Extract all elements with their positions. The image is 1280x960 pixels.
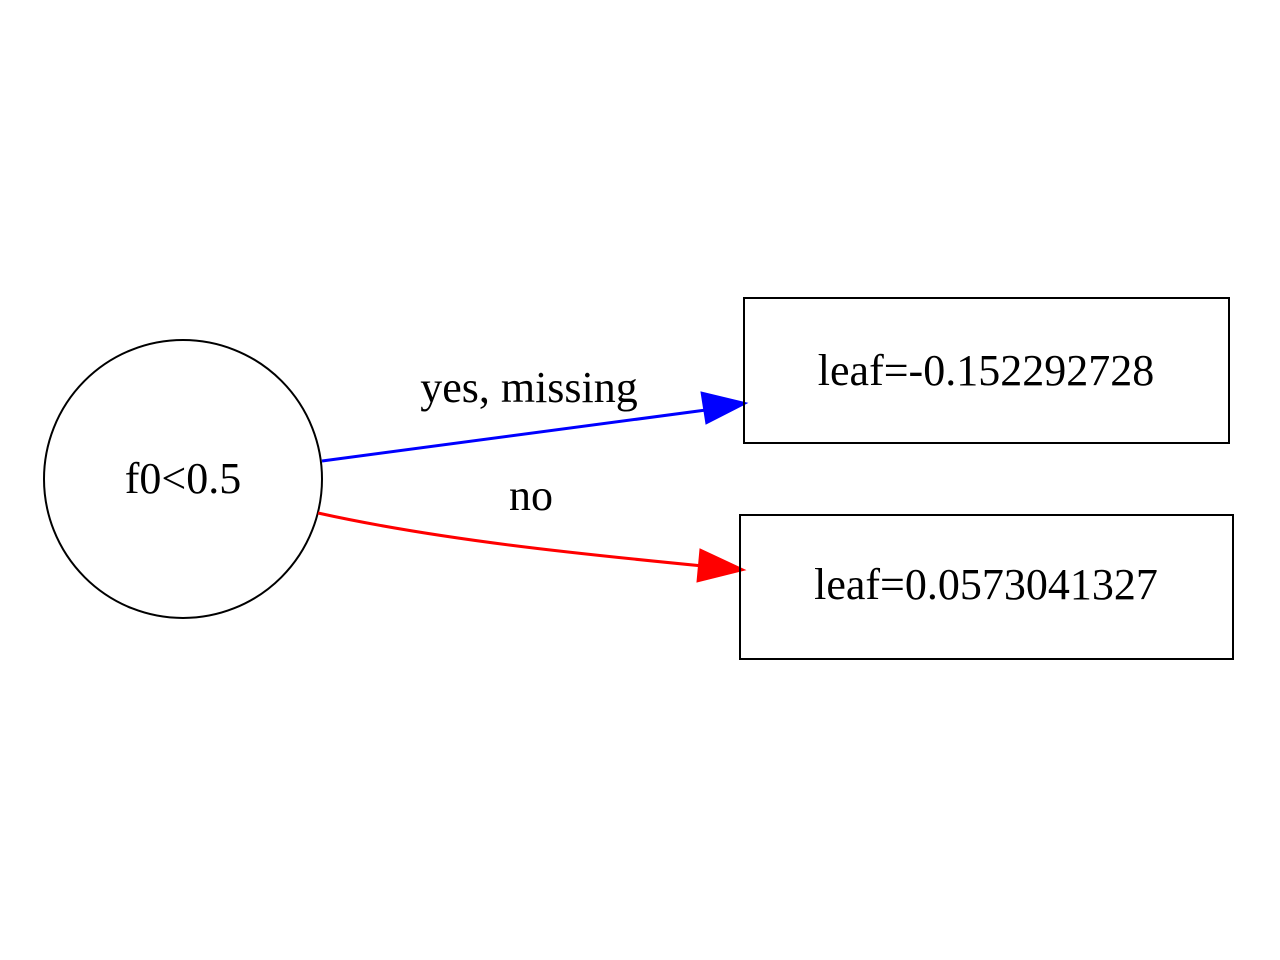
split-node-circle: [43, 339, 323, 619]
leaf-node-1: leaf=-0.152292728: [743, 297, 1230, 444]
edge-no-line: [317, 511, 704, 568]
edge-no-arrowhead: [696, 548, 747, 583]
leaf-node-1-box: [743, 297, 1230, 444]
leaf-node-2-box: [739, 514, 1234, 660]
split-node-label: f0<0.5: [125, 454, 241, 503]
leaf-node-2: leaf=0.0573041327: [739, 514, 1234, 660]
edge-yes-missing: yes, missing: [321, 363, 749, 463]
edge-yes-line: [321, 408, 707, 463]
leaf-node-1-label: leaf=-0.152292728: [818, 346, 1154, 395]
edge-no: no: [317, 471, 747, 583]
edge-no-label: no: [509, 471, 553, 520]
split-node: f0<0.5: [43, 339, 323, 619]
edge-yes-label: yes, missing: [420, 363, 638, 412]
leaf-node-2-label: leaf=0.0573041327: [814, 560, 1158, 609]
edge-yes-arrowhead: [700, 391, 749, 425]
